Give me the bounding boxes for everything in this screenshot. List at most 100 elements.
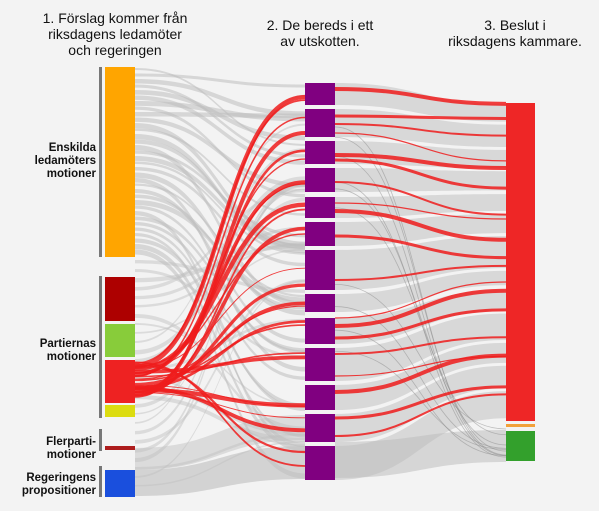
red-flow-line <box>334 336 507 355</box>
gray-flow-ribbon <box>135 148 305 363</box>
red-flow-line <box>334 281 507 319</box>
gray-flow-ribbon <box>135 238 305 408</box>
committee-node <box>305 318 335 344</box>
red-flow-line <box>334 181 507 216</box>
red-flow-line <box>134 267 306 369</box>
column-title-line: riksdagens kammare. <box>448 33 582 49</box>
gray-flow-ribbon <box>135 182 305 463</box>
gray-flow-ribbon <box>135 446 305 496</box>
gray-flow-ribbon <box>135 314 305 431</box>
gray-flow-thread <box>334 188 507 446</box>
gray-flow-ribbon <box>335 109 506 147</box>
committee-node <box>305 385 335 410</box>
committee-node <box>305 414 335 442</box>
gray-flow-thread <box>334 126 507 456</box>
committee-node <box>305 141 335 164</box>
source-label-partiernas: Partiernas motioner <box>40 338 96 364</box>
gray-flow-ribbon <box>135 227 305 411</box>
red-flow-line <box>334 288 507 328</box>
column-title-line: och regeringen <box>68 42 162 58</box>
source-label-line: Enskilda <box>48 142 96 154</box>
red-flow-layer <box>134 87 507 467</box>
gray-flow-thread <box>334 284 507 430</box>
red-flow-line <box>134 320 306 389</box>
column-title-line: riksdagens ledamöter <box>48 26 182 42</box>
gray-flow-thread <box>334 207 507 436</box>
red-flow-line <box>134 363 306 454</box>
red-flow-line <box>334 153 507 171</box>
red-flow-line <box>334 114 507 120</box>
gray-flow-ribbon <box>135 244 305 452</box>
gray-flow-thread <box>334 350 507 450</box>
source-group-bracket <box>99 466 102 497</box>
source-label-flerparti: Flerparti- motioner <box>46 436 96 462</box>
red-flow-line <box>334 393 507 437</box>
source-group-bracket <box>99 67 102 257</box>
red-flow-line <box>334 353 507 394</box>
gray-flow-ribbon <box>135 123 305 247</box>
source-node-partiernas-c <box>105 360 135 403</box>
gray-flow-ribbon <box>135 161 305 255</box>
column-title-line: 1. Förslag kommer från <box>42 10 188 26</box>
source-node-enskilda <box>105 67 135 257</box>
gray-flow-ribbon <box>135 95 305 165</box>
red-flow-line <box>134 324 306 382</box>
red-flow-line <box>134 384 306 407</box>
red-flow-line <box>134 301 306 387</box>
red-flow-line <box>334 158 507 190</box>
source-label-line: motioner <box>46 449 96 461</box>
red-flow-line <box>134 183 306 375</box>
source-label-enskilda: Enskilda ledamöters motioner <box>35 142 96 181</box>
source-node-partiernas-d <box>105 405 135 417</box>
gray-flow-ribbon <box>135 112 305 118</box>
committee-node <box>305 83 335 105</box>
source-label-line: Partiernas <box>39 338 96 350</box>
committee-node <box>305 197 335 218</box>
column-title-committees: 2. De bereds i ett av utskotten. <box>238 17 402 49</box>
red-flow-line <box>334 87 507 106</box>
gray-flow-ribbon <box>135 188 305 291</box>
gray-flow-ribbon <box>135 156 305 250</box>
gray-flow-ribbon <box>135 433 305 470</box>
gray-flow-ribbon <box>135 79 305 116</box>
committee-node <box>305 294 335 312</box>
red-flow-line <box>334 123 507 137</box>
source-label-line: motioner <box>46 351 96 363</box>
column-title-decisions: 3. Beslut i riksdagens kammare. <box>432 17 598 49</box>
committee-node <box>305 348 335 381</box>
red-flow-line <box>134 352 306 378</box>
gray-flow-ribbon <box>135 167 305 267</box>
red-flow-line <box>334 132 507 162</box>
bracket-layer <box>99 67 102 497</box>
column-title-line: 2. De bereds i ett <box>266 17 374 33</box>
red-flow-line <box>134 99 306 365</box>
column-title-line: av utskotten. <box>280 33 360 49</box>
gray-flow-thread <box>334 181 507 458</box>
red-flow-line <box>334 209 507 242</box>
red-flow-line <box>334 264 507 281</box>
committee-node <box>305 250 335 290</box>
gray-flow-ribbon <box>135 172 305 316</box>
gray-flow-thread <box>334 136 507 452</box>
committee-node <box>305 109 335 137</box>
decision-node-mid <box>506 424 535 427</box>
gray-flow-ribbon <box>135 395 305 443</box>
gray-flow-ribbon <box>135 183 305 298</box>
gray-flow-ribbon <box>135 200 305 303</box>
gray-flow-ribbon <box>135 84 305 158</box>
red-flow-line <box>134 392 306 419</box>
gray-flow-ribbon <box>135 279 305 444</box>
gray-flow-ribbon <box>135 415 305 470</box>
source-label-regeringens: Regeringens propositioner <box>22 472 96 498</box>
gray-flow-thread <box>334 156 507 456</box>
source-label-line: ledamöters <box>34 155 96 167</box>
red-flow-line <box>134 361 306 467</box>
gray-flow-ribbon <box>135 117 305 188</box>
gray-flow-ribbon <box>335 313 506 381</box>
gray-flow-ribbon <box>135 279 305 478</box>
node-layer <box>105 67 535 497</box>
gray-flow-ribbon <box>135 73 305 88</box>
gray-flow-ribbon <box>135 68 305 146</box>
